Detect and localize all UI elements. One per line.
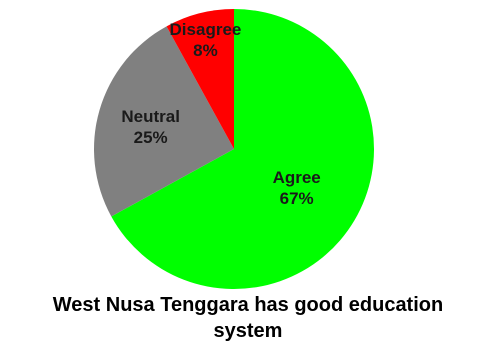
pie-slice-agree — [111, 9, 374, 289]
chart-title-line-2: system — [213, 320, 283, 342]
pie-chart: Agree 67% Neutral 25% Disagree 8% — [94, 9, 374, 289]
slice-label-neutral: Neutral — [121, 107, 180, 126]
chart-title: West Nusa Tenggara has good education sy… — [0, 292, 496, 344]
slice-value-agree: 67% — [280, 189, 314, 208]
slice-value-disagree: 8% — [193, 41, 218, 60]
pie-slice-disagree — [166, 9, 234, 149]
pie-slice-neutral — [94, 26, 234, 217]
slice-value-neutral: 25% — [134, 128, 168, 147]
slice-label-agree: Agree — [273, 168, 321, 187]
chart-title-line-1: West Nusa Tenggara has good education — [52, 294, 444, 316]
slice-label-disagree: Disagree — [170, 20, 242, 39]
pie-slices — [94, 9, 374, 289]
pie-labels: Agree 67% Neutral 25% Disagree 8% — [121, 20, 320, 208]
